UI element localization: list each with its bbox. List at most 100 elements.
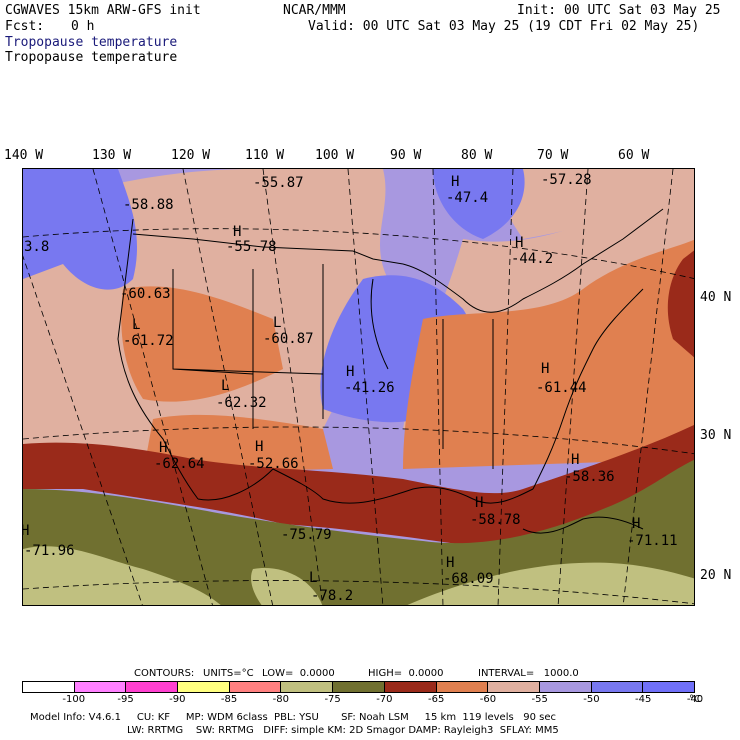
lat-label-20n: 20 N [700, 568, 732, 583]
color-scale-tick-label: -55 [531, 694, 548, 705]
color-scale-swatch [591, 682, 644, 692]
map-annotations: -55.87 -58.88 H -55.78 3.8 H -47.4 -57.2… [23, 172, 678, 604]
region-blue-nw [23, 169, 138, 290]
interval-label: INTERVAL= 1000.0 [478, 668, 579, 679]
high-marker: H [515, 235, 523, 251]
lon-label-90w: 90 W [390, 148, 422, 163]
physics-info-line: LW: RRTMG SW: RRTMG DIFF: simple KM: 2D … [127, 725, 559, 736]
color-scale-tick-label: -95 [117, 694, 134, 705]
lon-label-120w: 120 W [171, 148, 211, 163]
color-scale-tick-label: -70 [376, 694, 393, 705]
value-label: -60.63 [120, 286, 171, 302]
tropopause-temperature-map: -55.87 -58.88 H -55.78 3.8 H -47.4 -57.2… [22, 168, 695, 606]
color-scale-swatch [23, 682, 75, 692]
high-marker: H [23, 523, 29, 539]
init-time: Init: 00 UTC Sat 03 May 25 [517, 3, 721, 18]
value-label: -62.32 [216, 395, 267, 411]
value-label: -44.2 [511, 251, 553, 267]
region-orange-west [121, 286, 284, 402]
field-title: Tropopause temperature [5, 35, 178, 50]
low-marker: L [221, 378, 229, 394]
color-scale-swatch [126, 682, 179, 692]
org-label: NCAR/MMM [283, 3, 346, 18]
color-scale-tick-label: -75 [324, 694, 341, 705]
region-blue-north [433, 169, 525, 239]
value-label: -58.36 [564, 469, 615, 485]
value-label: -78.2 [311, 588, 353, 604]
lon-label-100w: 100 W [315, 148, 355, 163]
high-marker: H [159, 440, 167, 456]
lon-label-70w: 70 W [537, 148, 569, 163]
value-label: -68.09 [443, 571, 494, 587]
color-scale-swatch [436, 682, 489, 692]
color-scale-swatch [488, 682, 540, 692]
color-scale-tick-label: -60 [479, 694, 497, 705]
color-scale-swatch [178, 682, 230, 692]
low-marker: L [309, 570, 317, 586]
region-lightolive-mid [251, 568, 323, 605]
region-darkred-band [23, 424, 694, 549]
color-scale-tick-label: -90 [169, 694, 186, 705]
color-scale-swatch [384, 682, 437, 692]
model-title: CGWAVES 15km ARW-GFS init [5, 3, 201, 18]
value-label: -71.11 [627, 533, 678, 549]
high-marker: H [475, 495, 483, 511]
lon-label-80w: 80 W [461, 148, 493, 163]
value-label: -52.66 [248, 456, 299, 472]
value-label: -55.78 [226, 239, 277, 255]
field-subtitle: Tropopause temperature [5, 50, 178, 65]
map-canvas: -55.87 -58.88 H -55.78 3.8 H -47.4 -57.2… [23, 169, 694, 605]
high-marker: H [446, 555, 454, 571]
value-label: -47.4 [446, 190, 488, 206]
high-marker: H [632, 516, 640, 532]
low-marker: L [132, 317, 140, 333]
region-darkred-east [667, 250, 694, 358]
region-lightolive-sw [23, 546, 221, 605]
value-label: -58.78 [470, 512, 521, 528]
lon-label-110w: 110 W [245, 148, 285, 163]
value-label: -71.96 [24, 543, 75, 559]
high-marker: H [233, 224, 241, 240]
color-scale-tick-label: °C [689, 694, 701, 705]
region-olive-south [23, 459, 694, 605]
color-scale-swatch [281, 682, 334, 692]
color-scale-ticks: -100 -95 -90 -85 -80 -75 -70 -65 -60 -55 -50 -45 -40… [22, 694, 703, 706]
color-scale-swatch [229, 682, 282, 692]
lat-label-30n: 30 N [700, 428, 732, 443]
fcst-value: 0 h [71, 19, 95, 34]
value-label: -61.44 [536, 380, 587, 396]
units-label: UNITS=°C [203, 668, 254, 679]
lat-label-40n: 40 N [700, 290, 732, 305]
high-label: HIGH= 0.0000 [368, 668, 444, 679]
color-scale-swatch [539, 682, 592, 692]
region-orange-east [403, 239, 694, 469]
high-marker: H [255, 439, 263, 455]
color-scale-tick-label: -85 [220, 694, 238, 705]
value-label: -58.88 [123, 197, 174, 213]
coastlines [117, 208, 664, 534]
value-label: -75.79 [281, 527, 332, 543]
low-label: LOW= 0.0000 [262, 668, 335, 679]
contours-label: CONTOURS: [134, 668, 195, 679]
lon-label-140w: 140 W [4, 148, 44, 163]
color-scale-tick-label: -50 [583, 694, 600, 705]
high-marker: H [571, 452, 579, 468]
high-marker: H [541, 361, 549, 377]
valid-time: Valid: 00 UTC Sat 03 May 25 (19 CDT Fri … [308, 19, 700, 34]
value-label: -60.87 [263, 331, 314, 347]
color-scale-tick-label: -45 [635, 694, 652, 705]
color-scale-swatch [74, 682, 127, 692]
value-label: -41.26 [344, 380, 395, 396]
graticule [23, 169, 694, 605]
value-label: -61.72 [123, 333, 174, 349]
low-marker: L [273, 315, 281, 331]
high-marker: H [346, 364, 354, 380]
color-scale-swatch [643, 682, 694, 692]
color-scale-tick-label: -40 [686, 694, 704, 705]
color-scale-bar [22, 681, 695, 693]
value-label: -62.64 [154, 456, 205, 472]
color-scale-tick-label: -80 [272, 694, 290, 705]
model-info-line: Model Info: V4.6.1 CU: KF MP: WDM 6class… [30, 712, 556, 723]
high-marker: H [451, 174, 459, 190]
value-label: 3.8 [24, 239, 49, 255]
